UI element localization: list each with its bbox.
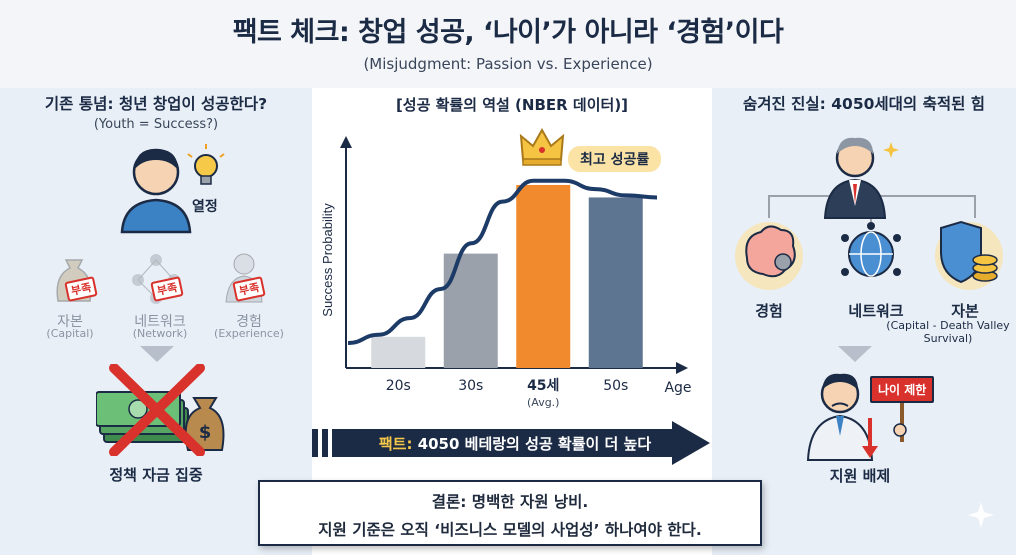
fact-key: 팩트:	[378, 435, 413, 453]
x-tick-note-2: (Avg.)	[527, 396, 559, 409]
red-cross-icon	[109, 364, 205, 456]
conclusion-key: 결론:	[431, 493, 467, 511]
crown-icon	[519, 128, 565, 166]
left-heading: 기존 통념: 청년 창업이 성공한다?	[44, 95, 268, 113]
brain-icon	[735, 222, 803, 290]
page-subtitle: (Misjudgment: Passion vs. Experience)	[363, 55, 653, 73]
highlight-label: 최고 성공률	[568, 146, 662, 172]
bar-3	[588, 197, 643, 368]
bar-2	[516, 184, 571, 368]
left-subheading: (Youth = Success?)	[93, 117, 219, 132]
money-bag-icon: $	[184, 397, 225, 451]
chart-title: [성공 확률의 역설 (NBER 데이터)]	[395, 96, 629, 114]
globe-network-icon	[841, 222, 901, 277]
network-sub: (Network)	[132, 327, 188, 340]
upset-person-icon	[806, 373, 874, 461]
down-arrow-icon	[838, 346, 872, 362]
experience-sub: (Experience)	[214, 327, 284, 340]
success-chart: Success Probability 20s 30s 45세 (Avg.) 50s A…	[320, 136, 692, 409]
x-tick-label-1: 30s	[458, 378, 483, 394]
asset-experience-label: 경험	[755, 302, 783, 320]
right-heading: 숨겨진 진실: 4050세대의 축적된 힘	[742, 95, 986, 113]
chart-ylabel: Success Probability	[320, 203, 335, 317]
sparkle-icon	[968, 502, 994, 528]
capital-label: 자본	[57, 314, 83, 330]
age-limit-sign: 나이 제한	[870, 376, 935, 403]
asset-capital-label: 자본	[951, 302, 979, 320]
x-tick-label-2: 45세	[527, 378, 559, 394]
x-tick-label-3: 50s	[603, 378, 628, 394]
bar-1	[443, 253, 498, 368]
fact-banner-text: 팩트: 4050 베테랑의 성공 확률이 더 높다	[350, 433, 680, 454]
veteran-assets-illustration	[735, 137, 1003, 290]
chart-x-arrowhead	[676, 362, 688, 374]
fact-banner-arrow	[312, 421, 710, 465]
capital-sub: (Capital)	[46, 327, 94, 340]
page-title: 팩트 체크: 창업 성공, ‘나이’가 아니라 ‘경험’이다	[232, 17, 784, 48]
asset-network-label: 네트워크	[848, 302, 904, 320]
experience-label: 경험	[236, 314, 262, 330]
shield-coins-icon	[935, 220, 1003, 290]
young-person-icon	[120, 144, 225, 234]
conclusion-line2: 지원 기준은 오직 ‘비즈니스 모델의 사업성’ 하나여야 한다.	[318, 521, 702, 539]
support-excluded-label: 지원 배제	[829, 467, 891, 485]
passion-label: 열정	[192, 199, 218, 215]
network-label: 네트워크	[134, 314, 186, 330]
x-tick-label-0: 20s	[386, 378, 411, 394]
chart-xlabel: Age	[664, 380, 691, 396]
crossed-money-icon: $	[96, 364, 225, 456]
down-arrow-icon	[140, 346, 174, 362]
policy-fund-label: 정책 자금 집중	[109, 466, 203, 484]
lightbulb-icon	[187, 144, 225, 185]
chart-y-arrowhead	[340, 136, 352, 148]
age-limit-sign-icon	[893, 402, 907, 442]
svg-text:$: $	[199, 422, 212, 443]
bar-0	[371, 336, 426, 368]
success-curve	[347, 178, 658, 346]
rejected-person-illustration	[806, 373, 907, 461]
asset-capital-sub: (Capital - Death Valley Survival)	[886, 319, 1010, 345]
businessman-icon	[823, 137, 899, 219]
conclusion-line1: 결론: 명백한 자원 낭비.	[260, 490, 760, 512]
fact-text: 4050 베테랑의 성공 확률이 더 높다	[417, 435, 652, 453]
conclusion-box: 결론: 명백한 자원 낭비. 지원 기준은 오직 ‘비즈니스 모델의 사업성’ …	[258, 480, 762, 546]
conclusion-text: 명백한 자원 낭비.	[466, 493, 589, 511]
down-trend-arrow-icon	[862, 418, 878, 458]
